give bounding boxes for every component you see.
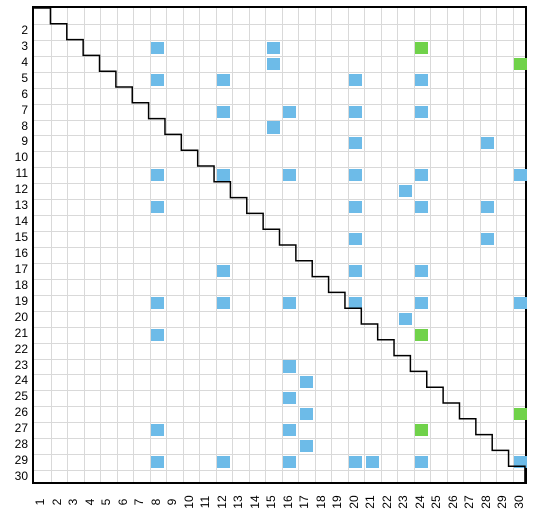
x-axis-label: 16 [282,487,294,517]
y-axis-label: 30 [0,470,28,482]
x-axis-label: 19 [331,487,343,517]
x-axis-label: 23 [397,487,409,517]
x-axis-label: 5 [100,487,112,517]
y-axis-label: 27 [0,422,28,434]
y-axis-label: 26 [0,406,28,418]
y-axis-label: 23 [0,359,28,371]
x-axis-label: 14 [249,487,261,517]
y-axis-label: 15 [0,231,28,243]
y-axis-label: 12 [0,183,28,195]
x-axis-label: 11 [199,487,211,517]
x-axis-label: 27 [463,487,475,517]
y-axis-label: 16 [0,247,28,259]
x-axis-label: 3 [67,487,79,517]
y-axis-label: 6 [0,88,28,100]
y-axis-label: 28 [0,438,28,450]
x-axis-label: 29 [496,487,508,517]
diagonal-step-line [34,8,525,482]
x-axis-label: 10 [183,487,195,517]
y-axis-label: 10 [0,151,28,163]
y-axis-label: 4 [0,56,28,68]
x-axis-label: 24 [414,487,426,517]
x-axis-label: 15 [265,487,277,517]
matrix-grid [32,6,527,484]
y-axis-label: 9 [0,135,28,147]
y-axis-label: 2 [0,24,28,36]
y-axis-label: 17 [0,263,28,275]
x-axis-label: 21 [364,487,376,517]
x-axis-label: 26 [447,487,459,517]
x-axis-label: 4 [84,487,96,517]
y-axis-label: 19 [0,295,28,307]
y-axis-label: 11 [0,167,28,179]
y-axis-label: 14 [0,215,28,227]
y-axis-label: 21 [0,327,28,339]
x-axis-label: 8 [150,487,162,517]
y-axis-label: 25 [0,390,28,402]
y-axis-label: 7 [0,104,28,116]
x-axis-label: 6 [117,487,129,517]
y-axis-label: 20 [0,311,28,323]
y-axis-label: 29 [0,454,28,466]
x-axis-label: 12 [216,487,228,517]
x-axis-label: 17 [298,487,310,517]
x-axis-label: 25 [430,487,442,517]
x-axis-label: 13 [232,487,244,517]
x-axis-label: 9 [166,487,178,517]
x-axis-label: 20 [348,487,360,517]
y-axis-label: 13 [0,199,28,211]
x-axis-label: 7 [133,487,145,517]
x-axis-label: 1 [34,487,46,517]
chart-root: 2345678910111213141516171819202122232425… [0,0,540,523]
y-axis-label: 18 [0,279,28,291]
y-axis-label: 3 [0,40,28,52]
y-axis-label: 5 [0,72,28,84]
x-axis-label: 22 [381,487,393,517]
x-axis-label: 18 [315,487,327,517]
y-axis-label: 24 [0,374,28,386]
x-axis-label: 2 [51,487,63,517]
x-axis-label: 28 [480,487,492,517]
x-axis-label: 30 [513,487,525,517]
y-axis-label: 8 [0,120,28,132]
y-axis-label: 22 [0,343,28,355]
